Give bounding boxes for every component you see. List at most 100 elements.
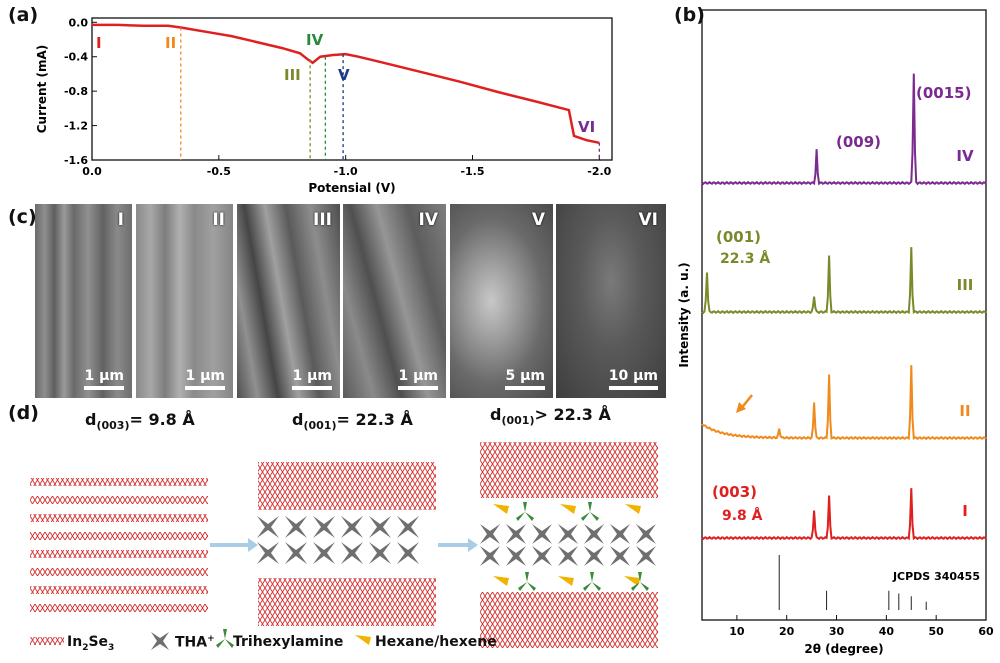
arrowhead [736, 402, 746, 413]
in2se3-layer [258, 618, 436, 626]
hexane [493, 576, 509, 586]
tha-cation [341, 542, 363, 564]
in2se3-layer [480, 616, 658, 624]
in2se3-layer [30, 586, 208, 594]
xrd-pattern-I [701, 488, 987, 541]
marker-label-III: III [284, 66, 301, 84]
y-axis-label: Intensity (a. u.) [677, 262, 691, 367]
marker-label-IV: IV [306, 31, 324, 49]
panel-label-c: (c) [8, 206, 37, 228]
tha-cation [532, 524, 552, 544]
tha-cation [285, 542, 307, 564]
tha-cation [480, 546, 500, 566]
in2se3-layer [480, 608, 658, 616]
sem-image-1: I 1 μm [35, 204, 132, 398]
tha-cation [584, 524, 604, 544]
in2se3-layers-tha [257, 462, 436, 626]
tha-cation [558, 546, 578, 566]
in2se3-layer [258, 578, 436, 586]
x-tick-label: 10 [729, 625, 745, 638]
sem-number: II [212, 210, 225, 230]
y-axis-label: Current (mA) [35, 45, 49, 134]
in2se3-layer [480, 482, 658, 490]
peak-annotation: (003) [712, 483, 757, 501]
x-axis-label: 2θ (degree) [804, 642, 883, 656]
tha-cation [558, 524, 578, 544]
sem-number: I [117, 210, 124, 230]
legend-label-in2se3: In2Se3 [67, 634, 115, 653]
in2se3-layer [258, 478, 436, 486]
tha-cation [636, 524, 656, 544]
tha-cation [151, 632, 169, 650]
legend-label-trihexylamine: Trihexylamine [233, 634, 344, 650]
xrd-pattern-III [701, 247, 987, 315]
pattern-label-II: II [959, 402, 970, 420]
in2se3-layer [480, 624, 658, 632]
in2se3-layer [480, 442, 658, 450]
tha-cation [506, 524, 526, 544]
x-tick-label: -1.5 [460, 165, 484, 178]
in2se3-layer [480, 640, 658, 648]
in2se3-layer [258, 602, 436, 610]
in2se3-layer [480, 490, 658, 498]
pattern-label-IV: IV [956, 147, 974, 165]
xrd-pattern-II [701, 365, 987, 441]
sem-image-5: V 5 μm [450, 204, 553, 398]
legend-in2se3-icon [30, 637, 64, 645]
scale-bar: 1 μm [84, 368, 124, 390]
tha-cation [532, 546, 552, 566]
in2se3-layer [258, 610, 436, 618]
hexane [560, 504, 576, 514]
x-tick-label: -2.0 [587, 165, 611, 178]
arrowhead-1 [248, 538, 258, 552]
in2se3-layer [30, 514, 208, 522]
sem-image-4: IV 1 μm [343, 204, 446, 398]
in2se3-layer [258, 470, 436, 478]
tha-cation [610, 524, 630, 544]
tha-cation [584, 546, 604, 566]
in2se3-layer [30, 532, 208, 540]
x-tick-label: 50 [929, 625, 945, 638]
peak-annotation: (009) [836, 133, 881, 151]
tha-cation [313, 516, 335, 538]
in2se3-layer [258, 586, 436, 594]
in2se3-layer [480, 466, 658, 474]
hexane [625, 504, 641, 514]
tha-cation [397, 542, 419, 564]
tha-cation [341, 516, 363, 538]
in2se3-layer [30, 478, 208, 486]
peak-annotation: 9.8 Å [722, 507, 763, 524]
plot-frame [701, 9, 987, 621]
cv-chart: 0.0 -0.5 -1.0 -1.5 -2.0 0.0 -0.4 -0.8 -1.2 -1.6 Po… [35, 16, 613, 195]
legend-label-hexane: Hexane/hexene [375, 634, 497, 650]
tha-cation [369, 542, 391, 564]
marker-label-VI: VI [578, 118, 595, 136]
process-arrows [210, 538, 478, 552]
sem-number: V [531, 210, 545, 230]
y-tick-label: -0.4 [64, 51, 88, 64]
scale-bar: 1 μm [185, 368, 225, 390]
peak-annotation: (001) [716, 228, 761, 246]
in2se3-layer [258, 594, 436, 602]
y-tick-label: 0.0 [69, 16, 89, 29]
plot-frame [91, 17, 613, 161]
trihexylamine [581, 502, 599, 521]
sem-number: VI [638, 210, 658, 230]
arrowhead-2 [468, 538, 478, 552]
in2se3-layer [30, 496, 208, 504]
hexane [493, 504, 509, 514]
trihexylamine [216, 629, 234, 648]
trihexylamine [631, 572, 649, 591]
marker-label-I: I [96, 34, 102, 52]
in2se3-layer [480, 474, 658, 482]
sem-number: III [313, 210, 332, 230]
x-axis-label: Potensial (V) [308, 181, 395, 195]
in2se3-layer [480, 600, 658, 608]
scale-bar: 5 μm [505, 368, 545, 390]
tha-cation [506, 546, 526, 566]
tha-cation [285, 516, 307, 538]
trihexylamine [516, 502, 534, 521]
in2se3-layer [258, 486, 436, 494]
diagram-legend [30, 629, 371, 650]
in2se3-layer [258, 502, 436, 510]
